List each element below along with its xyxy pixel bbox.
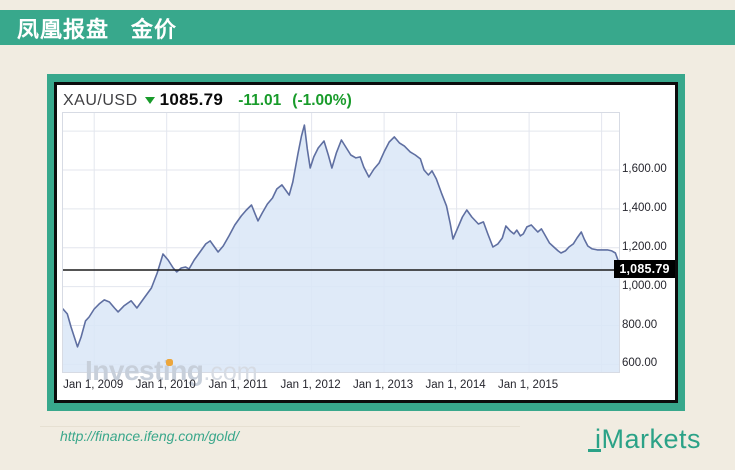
watermark-flame-dot-icon — [166, 359, 173, 366]
y-axis-tick-label: 600.00 — [622, 357, 658, 370]
source-url: http://finance.ifeng.com/gold/ — [60, 428, 239, 444]
footer-divider — [40, 426, 520, 427]
price-area-chart — [63, 113, 619, 372]
chart-widget: XAU/USD 1085.79 -11.01 (-1.00%) Investin… — [54, 82, 678, 403]
x-axis-tick-label: Jan 1, 2014 — [425, 379, 486, 391]
imarkets-logo: iMarkets — [588, 424, 702, 455]
x-axis-tick-label: Jan 1, 2011 — [208, 379, 268, 391]
triangle-down-icon — [144, 96, 155, 104]
x-axis: Jan 1, 2009 Jan 1, 2010 Jan 1, 2011 Jan 1, … — [57, 379, 675, 395]
quote-header: XAU/USD 1085.79 -11.01 (-1.00%) — [63, 90, 352, 110]
y-axis-tick-label: 1,600.00 — [622, 163, 667, 175]
x-axis-tick-label: Jan 1, 2012 — [280, 379, 341, 391]
current-price-badge: 1,085.79 — [614, 260, 675, 278]
top-banner: 凤凰报盘 金价 — [0, 10, 735, 45]
imarkets-logo-i: i — [588, 424, 602, 454]
y-axis-tick-label: 1,000.00 — [622, 279, 667, 292]
investing-watermark: Investing.com — [85, 355, 258, 387]
price-change: -11.01 — [238, 92, 282, 109]
last-price: 1085.79 — [159, 90, 224, 109]
chart-widget-frame: XAU/USD 1085.79 -11.01 (-1.00%) Investin… — [47, 74, 685, 411]
x-axis-tick-label: Jan 1, 2015 — [498, 379, 559, 391]
banner-title: 凤凰报盘 — [17, 16, 110, 42]
y-axis-tick-label: 1,400.00 — [622, 201, 667, 214]
watermark-bold-text: Investing — [85, 355, 204, 386]
watermark-light-text: .com — [203, 358, 258, 386]
y-axis-tick-label: 1,200.00 — [622, 240, 667, 253]
imarkets-logo-rest: Markets — [601, 424, 702, 454]
x-axis-tick-label: Jan 1, 2010 — [135, 379, 196, 391]
x-axis-tick-label: Jan 1, 2013 — [353, 379, 414, 391]
symbol-label: XAU/USD — [63, 92, 138, 109]
price-change-percent: (-1.00%) — [292, 92, 352, 109]
x-axis-tick-label: Jan 1, 2009 — [63, 379, 124, 391]
banner-subtitle: 金价 — [131, 16, 178, 42]
chart-plot-area[interactable]: Investing.com — [62, 112, 620, 386]
y-axis-tick-label: 800.00 — [622, 318, 658, 331]
